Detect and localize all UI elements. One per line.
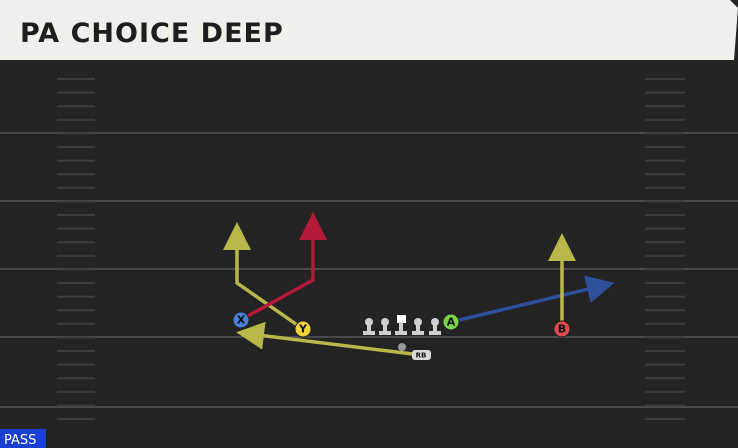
routes bbox=[223, 212, 615, 357]
lineman bbox=[363, 318, 375, 335]
player-label: B bbox=[558, 323, 566, 336]
player-label: Y bbox=[298, 323, 308, 336]
lineman bbox=[379, 318, 391, 335]
lineman bbox=[429, 318, 441, 335]
player-label: X bbox=[237, 314, 246, 327]
player-b: B bbox=[553, 320, 571, 338]
route-y bbox=[223, 222, 305, 331]
player-x: X bbox=[232, 311, 250, 329]
play-title: PA CHOICE DEEP bbox=[20, 18, 284, 49]
route-x bbox=[245, 212, 327, 319]
play-type-badge: PASS bbox=[4, 433, 36, 448]
center bbox=[395, 315, 407, 335]
player-rb: RB bbox=[412, 350, 431, 360]
player-a: A bbox=[442, 313, 460, 331]
yard-lines bbox=[0, 132, 738, 408]
player-y: Y bbox=[294, 320, 312, 338]
player-label: RB bbox=[416, 352, 427, 360]
player-label: A bbox=[447, 316, 456, 329]
qb bbox=[398, 343, 406, 351]
badge-bg bbox=[0, 429, 46, 448]
route-rb bbox=[236, 321, 422, 357]
hash-marks bbox=[57, 78, 685, 420]
offensive-line bbox=[363, 315, 441, 351]
route-a bbox=[450, 275, 615, 324]
header-bar bbox=[0, 0, 738, 60]
lineman bbox=[412, 318, 424, 335]
